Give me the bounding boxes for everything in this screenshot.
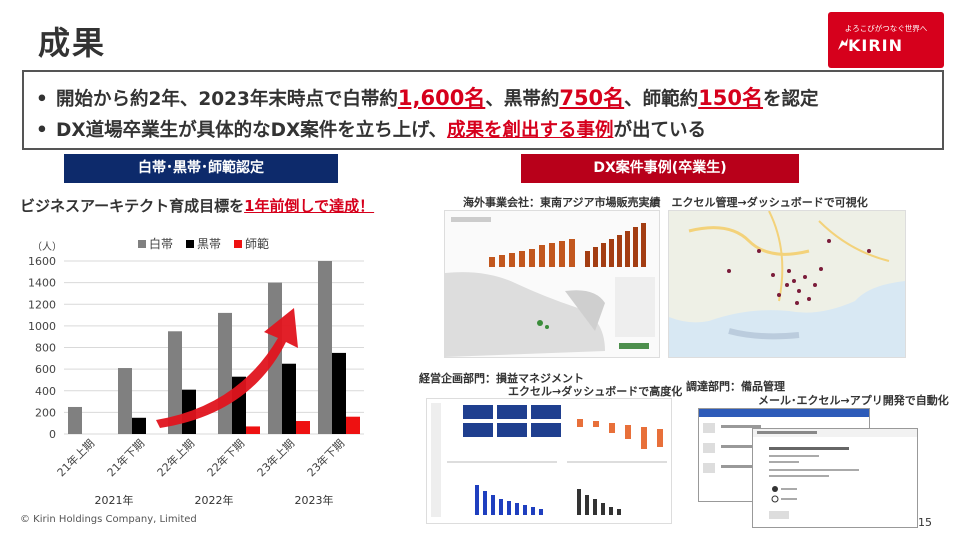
results-highlight: 成果を創出する事例: [446, 120, 614, 141]
legend-swatch-1: [186, 240, 194, 248]
case-1-caption: 海外事業会社：東南アジア市場販売実績 エクセル管理→ダッシュボードで可視化: [463, 196, 868, 209]
year-label: 2022年: [195, 493, 234, 507]
black-belt-count: 750名: [559, 86, 625, 110]
pl-dashboard-screenshot: [426, 398, 672, 524]
logo-tagline: よろこびがつなぐ世界へ: [844, 24, 928, 33]
y-tick-label: 600: [35, 363, 56, 376]
y-tick-label: 200: [35, 406, 56, 419]
certification-header: 白帯･黒帯･師範認定: [64, 154, 338, 183]
bar-0-2: [168, 331, 182, 434]
x-tick-label: 21年下期: [104, 436, 147, 479]
master-count: 150名: [698, 86, 764, 110]
x-tick-label: 23年下期: [304, 436, 347, 479]
bar-0-1: [118, 368, 132, 434]
procurement-app-form-image: [753, 429, 917, 519]
legend-label-1: 黒帯: [197, 237, 221, 251]
cases-header: DX案件事例(卒業生): [521, 154, 799, 183]
legend-label-2: 師範: [245, 236, 269, 251]
y-tick-label: 0: [49, 428, 56, 441]
year-label: 2021年: [95, 493, 134, 507]
sales-map-screenshot: [668, 210, 906, 358]
kirin-logo: よろこびがつなぐ世界へ KIRIN: [828, 12, 944, 68]
case-2-caption-line-1: 経営企画部門：損益マネジメント: [419, 372, 584, 385]
legend-swatch-0: [138, 240, 146, 248]
page-title: 成果: [38, 24, 107, 62]
x-tick-label: 21年上期: [54, 436, 97, 479]
legend-swatch-2: [234, 240, 242, 248]
pl-dashboard-image: [431, 403, 667, 517]
sales-map-image: [669, 211, 905, 357]
certification-bar-chart: （人） 0 200 400 600 800 1000 1200 1400 1600 白帯 黒帯 師範 21…: [28, 236, 364, 507]
white-belt-count: 1,600名: [397, 86, 486, 110]
procurement-app-form-screenshot: [752, 428, 918, 528]
bar-2-5: [346, 416, 360, 434]
x-tick-label: 22年下期: [204, 436, 247, 479]
page-number: 15: [918, 516, 932, 529]
bar-2-3: [246, 426, 260, 434]
y-tick-label: 400: [35, 385, 56, 398]
bar-1-1: [132, 417, 146, 434]
bar-0-0: [68, 406, 82, 434]
y-unit-label: （人）: [32, 241, 62, 253]
logo-brand: KIRIN: [848, 36, 904, 55]
copyright-footer: © Kirin Holdings Company, Limited: [20, 514, 197, 525]
sales-dashboard-screenshot: [444, 210, 660, 358]
summary-box: • 開始から約2年、2023年末時点で白帯約1,600名、黒帯約750名、師範約1…: [22, 70, 944, 150]
x-tick-label: 22年上期: [154, 436, 197, 479]
x-tick-label: 23年上期: [254, 436, 297, 479]
kirin-emblem-icon: [838, 38, 848, 50]
growth-arrow-icon: [156, 308, 298, 428]
legend-label-0: 白帯: [149, 236, 173, 251]
bar-1-5: [332, 352, 346, 434]
bar-0-3: [218, 312, 232, 434]
y-tick-label: 800: [35, 342, 56, 355]
y-tick-label: 1200: [28, 298, 56, 311]
goal-statement: ビジネスアーキテクト育成目標を1年前倒しで達成！: [20, 197, 375, 215]
procurement-app-list-image: [699, 409, 869, 473]
bar-2-4: [296, 421, 310, 434]
summary-line-1: • 開始から約2年、2023年末時点で白帯約1,600名、黒帯約750名、師範約1…: [36, 86, 819, 110]
sales-dashboard-image: [445, 211, 659, 357]
case-3-caption-line-2: メール･エクセル→アプリ開発で自動化: [758, 394, 949, 407]
case-3-caption-line-1: 調達部門：備品管理: [686, 380, 785, 393]
y-tick-label: 1600: [28, 255, 56, 268]
goal-highlight: 1年前倒しで達成！: [244, 197, 375, 215]
case-2-caption-line-2: エクセル→ダッシュボードで高度化: [508, 385, 683, 398]
summary-line-2: • DX道場卒業生が具体的なDX案件を立ち上げ、成果を創出する事例が出ている: [36, 120, 706, 141]
bar-0-5: [318, 261, 332, 434]
y-tick-label: 1000: [28, 320, 56, 333]
y-tick-label: 1400: [28, 277, 56, 290]
bar-1-4: [282, 363, 296, 434]
year-label: 2023年: [295, 493, 334, 507]
